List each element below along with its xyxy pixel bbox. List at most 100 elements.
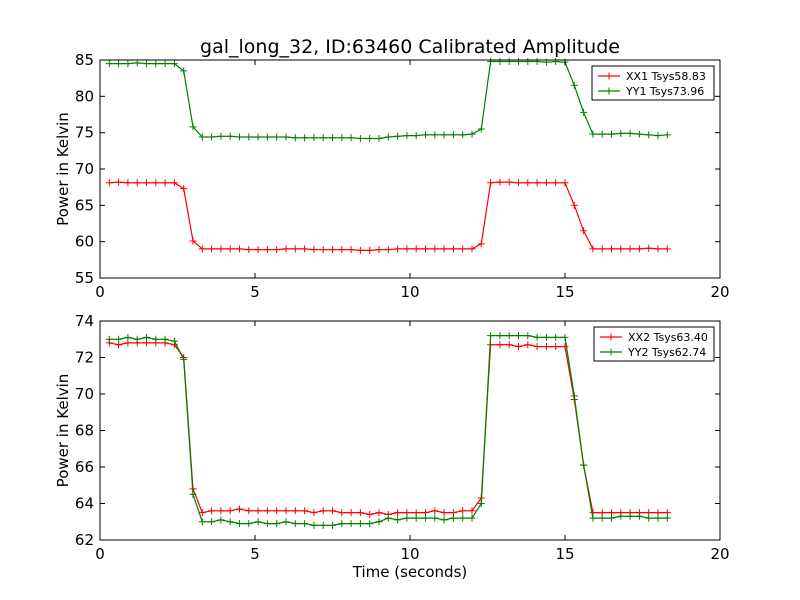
- data-point: [226, 518, 234, 526]
- data-point: [375, 509, 383, 517]
- data-point: [496, 178, 504, 186]
- data-point: [189, 237, 197, 245]
- data-point: [431, 507, 439, 515]
- data-point: [189, 123, 197, 131]
- data-point: [347, 246, 355, 254]
- data-point: [273, 133, 281, 141]
- data-point: [282, 133, 290, 141]
- data-point: [459, 245, 467, 253]
- data-point: [635, 130, 643, 138]
- data-point: [236, 520, 243, 528]
- data-point: [366, 246, 374, 254]
- y-tick-label: 75: [75, 124, 94, 142]
- x-axis-label: Time (seconds): [352, 563, 468, 581]
- data-point: [226, 245, 234, 253]
- data-point: [645, 514, 653, 522]
- legend-entry: XX1 Tsys58.83: [626, 70, 706, 83]
- y-axis-label: Power in Kelvin: [54, 374, 72, 488]
- data-point: [580, 227, 588, 235]
- data-point: [338, 246, 346, 254]
- x-tick-label: 15: [555, 283, 574, 301]
- x-tick-label: 0: [95, 283, 105, 301]
- y-tick-label: 85: [75, 51, 94, 69]
- data-point: [468, 245, 476, 253]
- data-point: [412, 132, 420, 140]
- data-point: [459, 507, 467, 515]
- data-point: [524, 179, 532, 187]
- data-point: [143, 60, 150, 68]
- data-point: [496, 57, 504, 65]
- data-point: [329, 521, 336, 529]
- data-point: [468, 514, 476, 522]
- data-point: [570, 81, 578, 89]
- data-point: [663, 131, 671, 139]
- data-point: [589, 514, 597, 522]
- data-point: [468, 130, 476, 138]
- data-point: [217, 516, 225, 524]
- data-point: [338, 509, 346, 517]
- data-point: [449, 131, 457, 139]
- data-point: [570, 392, 578, 400]
- data-point: [533, 343, 541, 351]
- data-point: [496, 341, 504, 349]
- data-point: [124, 60, 132, 68]
- x-tick-label: 0: [95, 545, 105, 563]
- data-point: [645, 131, 653, 139]
- data-point: [635, 245, 643, 253]
- data-point: [254, 133, 262, 141]
- data-point: [319, 507, 327, 515]
- data-point: [440, 131, 448, 139]
- data-point: [561, 179, 569, 187]
- data-point: [152, 60, 160, 68]
- data-point: [170, 60, 178, 68]
- data-point: [617, 245, 625, 253]
- legend-box: [591, 65, 715, 101]
- data-point: [273, 520, 281, 528]
- data-point: [170, 337, 178, 345]
- data-point: [217, 132, 225, 140]
- data-point: [459, 514, 467, 522]
- data-point: [170, 179, 178, 187]
- data-point: [310, 246, 318, 254]
- series-xx2: [105, 339, 671, 518]
- y-tick-label: 68: [75, 422, 94, 440]
- data-point: [301, 134, 309, 142]
- data-point: [384, 133, 392, 141]
- data-point: [115, 178, 123, 186]
- data-point: [468, 507, 476, 515]
- series-yy2: [105, 332, 671, 529]
- data-point: [570, 201, 578, 209]
- legend-entry: XX2 Tsys63.40: [628, 331, 708, 344]
- y-tick-label: 62: [75, 531, 94, 549]
- data-point: [394, 132, 402, 140]
- data-point: [617, 129, 625, 137]
- data-point: [626, 245, 634, 253]
- data-point: [180, 67, 188, 75]
- data-point: [366, 520, 374, 528]
- data-point: [524, 341, 532, 349]
- data-point: [347, 509, 355, 517]
- data-point: [180, 355, 188, 363]
- legend: XX2 Tsys63.40 YY2 Tsys62.74: [593, 326, 715, 362]
- data-point: [291, 134, 299, 142]
- y-tick-label: 70: [75, 385, 94, 403]
- data-point: [143, 333, 150, 341]
- data-point: [115, 60, 123, 68]
- y-tick-label: 72: [75, 349, 94, 367]
- data-point: [208, 133, 216, 141]
- data-point: [124, 179, 132, 187]
- data-point: [375, 518, 383, 526]
- data-point: [552, 57, 560, 65]
- data-point: [626, 512, 634, 520]
- data-point: [422, 131, 429, 139]
- data-point: [273, 507, 281, 515]
- data-point: [589, 130, 597, 138]
- data-point: [347, 134, 355, 142]
- y-tick-label: 66: [75, 458, 94, 476]
- data-point: [440, 516, 448, 524]
- data-point: [366, 510, 374, 518]
- data-point: [440, 245, 448, 253]
- data-point: [291, 520, 299, 528]
- x-tick-label: 5: [250, 545, 260, 563]
